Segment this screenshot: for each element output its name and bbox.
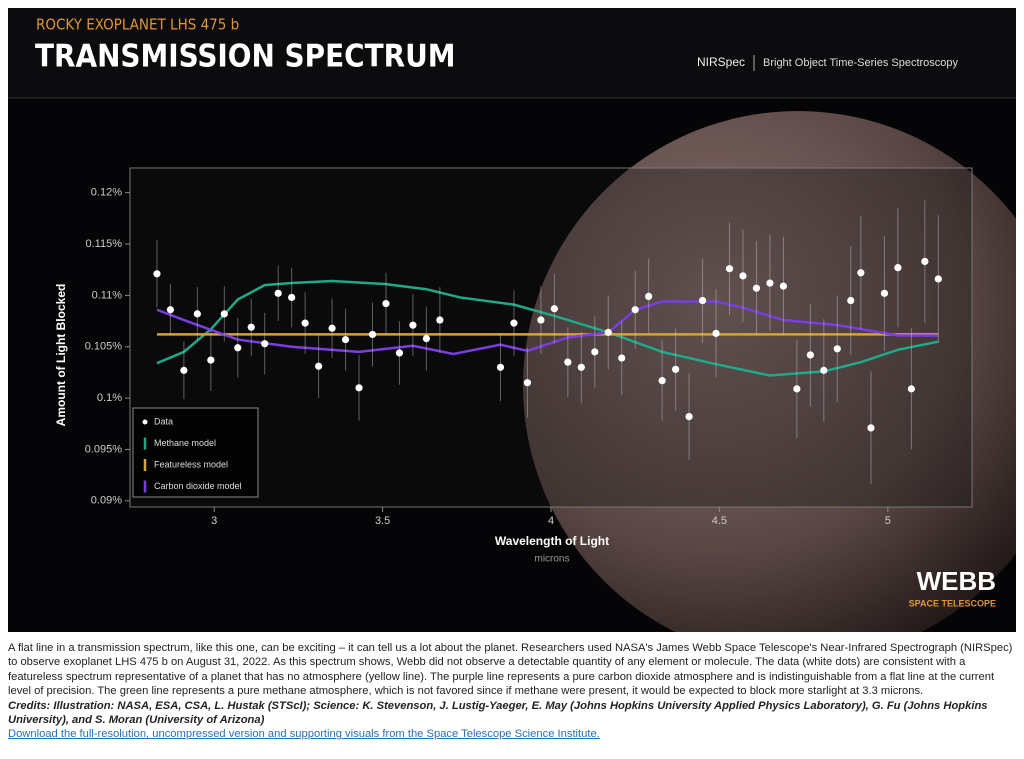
data-point [577,363,585,371]
data-point [261,340,269,348]
model-line [156,279,939,377]
download-link[interactable]: Download the full-resolution, uncompress… [8,728,600,741]
data-point [618,354,626,362]
data-point [523,379,532,387]
data-point [793,385,801,393]
instrument: NIRSpec [697,55,745,69]
data-point [166,306,175,314]
data-point [752,284,761,292]
data-point [921,257,929,266]
legend-label: Data [154,416,173,426]
data-point [247,323,255,331]
logo-subtitle: SPACE TELESCOPE [909,598,996,608]
data-point [315,362,323,370]
y-axis-label: Amount of Light Blocked [54,284,68,427]
legend-box [132,407,259,498]
legend-marker [142,419,148,425]
data-point [436,316,444,324]
mode: Bright Object Time-Series Spectroscopy [763,57,959,69]
data-point [537,316,545,324]
logo-name: WEBB [917,566,996,596]
y-tick-label: 0.09% [91,495,122,507]
legend-label: Methane model [154,438,216,448]
data-point [550,305,558,313]
data-point [153,270,161,278]
data-point [193,310,201,318]
data-point [496,363,505,371]
data-point [288,293,296,302]
plot-frame [129,167,973,508]
data-point [409,321,417,329]
data-point [806,351,814,359]
data-point [274,289,282,297]
data-point [604,328,612,336]
x-tick-label: 3 [211,515,217,527]
y-tick-label: 0.12% [91,187,122,199]
x-tick-label: 5 [885,515,891,527]
data-point [301,319,309,327]
data-point [779,282,787,290]
data-point [220,310,228,318]
kicker: ROCKY EXOPLANET LHS 475 b [36,16,239,34]
data-point [847,296,855,305]
caption: A flat line in a transmission spectrum, … [8,642,1013,698]
data-point [395,349,404,357]
data-point [631,306,639,314]
data-point [894,264,902,272]
caption-block: A flat line in a transmission spectrum, … [8,641,1016,742]
data-point [725,265,734,273]
data-point [934,275,942,283]
data-point [368,330,377,339]
data-point [180,366,188,374]
data-point [712,329,720,337]
x-axis-label: Wavelength of Light [495,534,609,548]
x-tick-label: 4 [548,515,554,527]
data-point [591,348,599,356]
legend-label: Featureless model [154,459,228,469]
data-point [510,319,518,327]
data-point [422,334,430,343]
planet [523,111,1016,632]
y-tick-label: 0.105% [85,341,123,353]
data-point [564,358,572,366]
data-point [645,292,653,301]
data-point [207,356,215,364]
data-point [685,413,693,421]
y-tick-label: 0.11% [92,289,123,301]
legend-label: Carbon dioxide model [154,481,242,491]
data-point [234,344,242,352]
data-point [907,385,915,393]
data-point [867,424,875,432]
y-tick-label: 0.095% [85,443,123,455]
data-point [739,272,747,280]
title: TRANSMISSION SPECTRUM [35,39,456,75]
data-point [672,365,680,373]
data-point [698,296,707,305]
x-axis-unit: microns [534,554,569,565]
data-point [341,335,350,344]
data-point [382,300,390,308]
x-tick-label: 4.5 [712,515,727,527]
data-point [820,366,828,374]
data-point [328,324,336,332]
graphic: ROCKY EXOPLANET LHS 475 b TRANSMISSION S… [8,8,1016,632]
x-tick-label: 3.5 [375,515,390,527]
data-point [880,289,889,297]
data-point [355,384,363,392]
data-point [857,269,865,277]
y-tick-label: 0.115% [86,238,123,250]
credits: Credits: Illustration: NASA, ESA, CSA, L… [8,699,988,727]
header-band [8,8,1016,98]
data-point [658,377,666,385]
data-point [766,279,774,287]
model-line [156,300,939,356]
data-point [833,345,841,353]
y-tick-label: 0.1% [97,392,122,404]
